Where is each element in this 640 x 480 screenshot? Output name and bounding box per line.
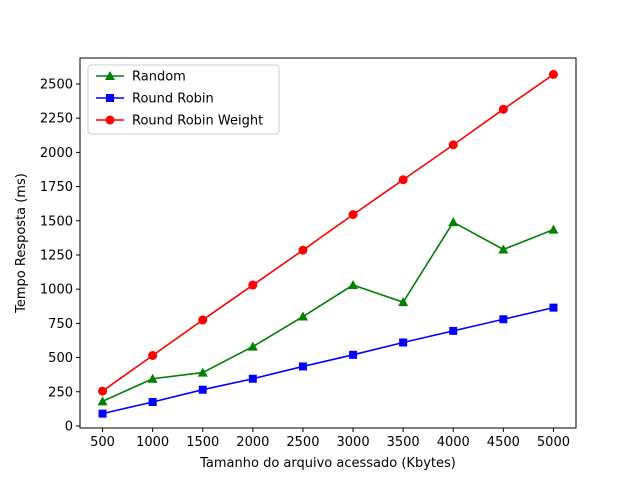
x-tick-label-7: 4000 — [437, 435, 470, 450]
data-point-1-9 — [549, 303, 558, 312]
data-point-0-8 — [498, 244, 509, 254]
x-tick-label-6: 3500 — [387, 435, 420, 450]
x-tick-label-0: 500 — [90, 435, 115, 450]
series-line-2 — [102, 73, 554, 392]
legend: Random Round Robin Round Robin Weight — [87, 64, 280, 135]
y-tick-label-9: 2250 — [40, 112, 73, 127]
data-point-2-9 — [548, 69, 558, 79]
x-tick-label-8: 4500 — [487, 435, 520, 450]
y-tick-label-7: 1750 — [40, 180, 73, 195]
legend-label-0: Random — [132, 70, 186, 85]
legend-label-2: Round Robin Weight — [132, 114, 263, 129]
series-line-0 — [102, 221, 554, 403]
y-tick-label-0: 0 — [65, 419, 73, 434]
legend-marker-0 — [105, 71, 115, 80]
data-point-0-0 — [97, 396, 108, 406]
data-point-2-4 — [298, 245, 308, 255]
data-point-0-3 — [247, 341, 258, 351]
x-tick-label-2: 1500 — [186, 435, 219, 450]
x-tick-label-1: 1000 — [136, 435, 169, 450]
data-point-1-3 — [248, 374, 257, 383]
legend-box — [87, 64, 280, 135]
data-point-2-5 — [348, 210, 358, 220]
legend-marker-1 — [106, 94, 114, 102]
x-tick-label-3: 2000 — [236, 435, 269, 450]
legend-label-1: Round Robin — [132, 92, 214, 107]
x-axis-label: Tamanho do arquivo acessado (Kbytes) — [199, 456, 456, 471]
data-point-0-9 — [548, 224, 559, 234]
data-point-0-1 — [147, 373, 158, 383]
data-point-1-4 — [298, 362, 307, 371]
data-point-2-6 — [398, 175, 408, 185]
y-tick-label-1: 250 — [48, 385, 73, 400]
x-tick-label-9: 5000 — [537, 435, 570, 450]
data-point-1-6 — [399, 338, 408, 347]
data-point-1-2 — [198, 385, 207, 394]
data-point-1-0 — [98, 409, 107, 418]
y-tick-label-2: 500 — [48, 351, 73, 366]
data-point-1-8 — [499, 315, 508, 324]
data-point-2-7 — [448, 140, 458, 150]
y-axis-label: Tempo Resposta (ms) — [14, 173, 29, 314]
data-point-0-5 — [348, 280, 359, 290]
x-tick-label-5: 3000 — [337, 435, 370, 450]
data-point-2-0 — [98, 386, 108, 396]
data-point-2-1 — [148, 351, 158, 361]
data-point-2-2 — [198, 315, 208, 325]
data-point-0-2 — [197, 367, 208, 377]
series-line-1 — [102, 306, 554, 415]
y-tick-label-5: 1250 — [40, 248, 73, 263]
data-point-2-3 — [248, 280, 258, 290]
data-point-0-7 — [448, 217, 459, 227]
x-tick-label-4: 2500 — [286, 435, 319, 450]
legend-marker-2 — [105, 115, 115, 125]
data-point-2-8 — [498, 104, 508, 114]
data-point-1-1 — [148, 398, 157, 407]
data-point-1-5 — [349, 350, 358, 359]
data-point-0-6 — [398, 297, 409, 307]
y-tick-label-10: 2500 — [40, 77, 73, 92]
data-point-1-7 — [449, 326, 458, 335]
y-tick-label-4: 1000 — [40, 283, 73, 298]
data-point-0-4 — [297, 311, 308, 321]
plot-frame — [79, 57, 577, 429]
y-tick-label-8: 2000 — [40, 146, 73, 161]
y-tick-label-6: 1500 — [40, 214, 73, 229]
y-tick-label-3: 750 — [48, 317, 73, 332]
